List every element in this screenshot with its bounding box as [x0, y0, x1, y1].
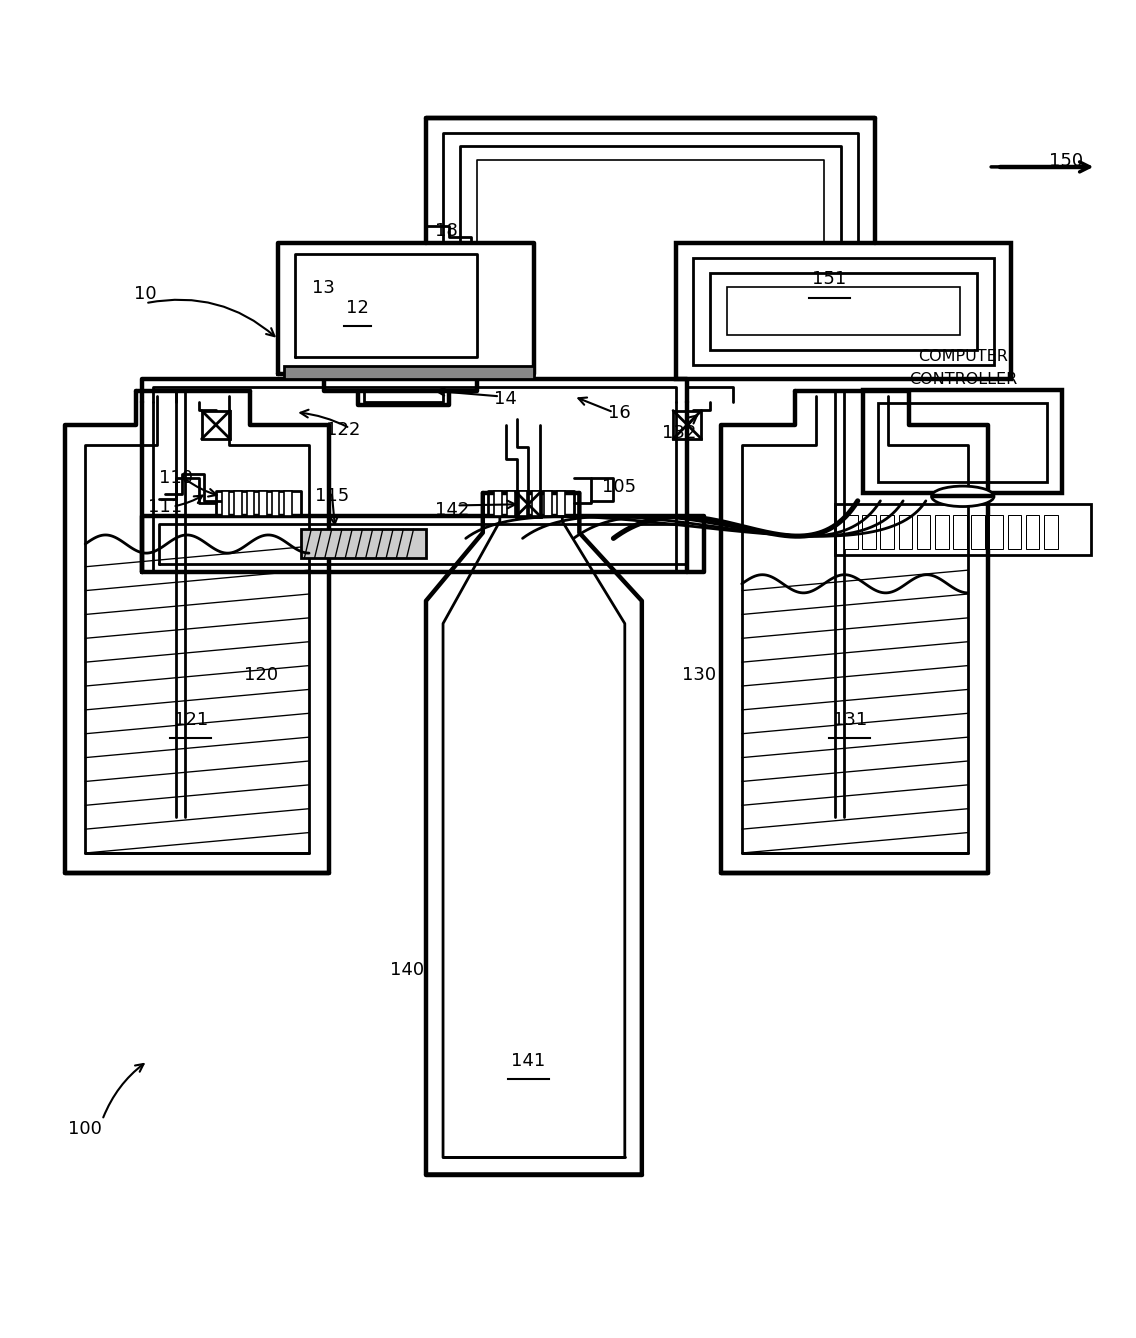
Text: 100: 100 — [68, 1120, 102, 1139]
Text: 131: 131 — [833, 710, 867, 729]
Text: 111: 111 — [148, 498, 182, 515]
Bar — [532, 491, 540, 515]
Text: 132: 132 — [662, 424, 696, 442]
Bar — [863, 389, 1062, 492]
Text: 151: 151 — [812, 270, 846, 289]
Bar — [259, 491, 267, 515]
Text: 10: 10 — [134, 285, 157, 304]
Bar — [284, 365, 534, 379]
Bar — [519, 491, 527, 515]
Bar — [1044, 515, 1058, 549]
Bar — [710, 273, 977, 349]
Bar — [953, 515, 967, 549]
Bar — [989, 515, 1003, 549]
Bar — [284, 491, 292, 515]
Bar — [693, 258, 994, 364]
Bar — [844, 515, 858, 549]
Text: 142: 142 — [435, 500, 469, 519]
Bar — [935, 515, 949, 549]
Bar — [673, 411, 702, 439]
Bar — [917, 515, 930, 549]
Text: 14: 14 — [494, 389, 517, 408]
Text: CONTROLLER: CONTROLLER — [909, 372, 1017, 387]
Text: 140: 140 — [390, 961, 424, 979]
Bar — [234, 491, 242, 515]
Text: 12: 12 — [346, 298, 369, 317]
Ellipse shape — [932, 486, 994, 507]
Text: 110: 110 — [159, 470, 193, 487]
Bar — [835, 504, 1091, 555]
Bar — [516, 492, 541, 516]
Bar — [862, 515, 876, 549]
Bar — [507, 491, 515, 515]
Bar — [557, 491, 565, 515]
Bar — [676, 244, 1011, 379]
Text: 105: 105 — [602, 478, 636, 496]
Bar — [247, 491, 254, 515]
Text: 121: 121 — [174, 710, 208, 729]
Bar — [880, 515, 894, 549]
Text: 120: 120 — [244, 666, 278, 684]
Bar — [494, 491, 502, 515]
Text: 150: 150 — [1049, 153, 1083, 170]
Bar — [971, 515, 985, 549]
Text: 115: 115 — [315, 487, 349, 506]
Text: 141: 141 — [511, 1052, 545, 1070]
Text: 18: 18 — [435, 222, 458, 240]
Bar — [899, 515, 912, 549]
Text: 122: 122 — [326, 421, 360, 439]
Text: 16: 16 — [608, 404, 630, 423]
Bar — [878, 403, 1047, 482]
Bar — [272, 491, 279, 515]
Text: 130: 130 — [682, 666, 716, 684]
Bar — [301, 530, 426, 558]
Bar — [1008, 515, 1021, 549]
Text: 13: 13 — [312, 280, 335, 297]
Bar — [222, 491, 229, 515]
Bar — [544, 491, 552, 515]
Bar — [1026, 515, 1039, 549]
Bar — [202, 411, 229, 439]
Text: COMPUTER: COMPUTER — [918, 349, 1008, 364]
Bar — [727, 288, 960, 334]
